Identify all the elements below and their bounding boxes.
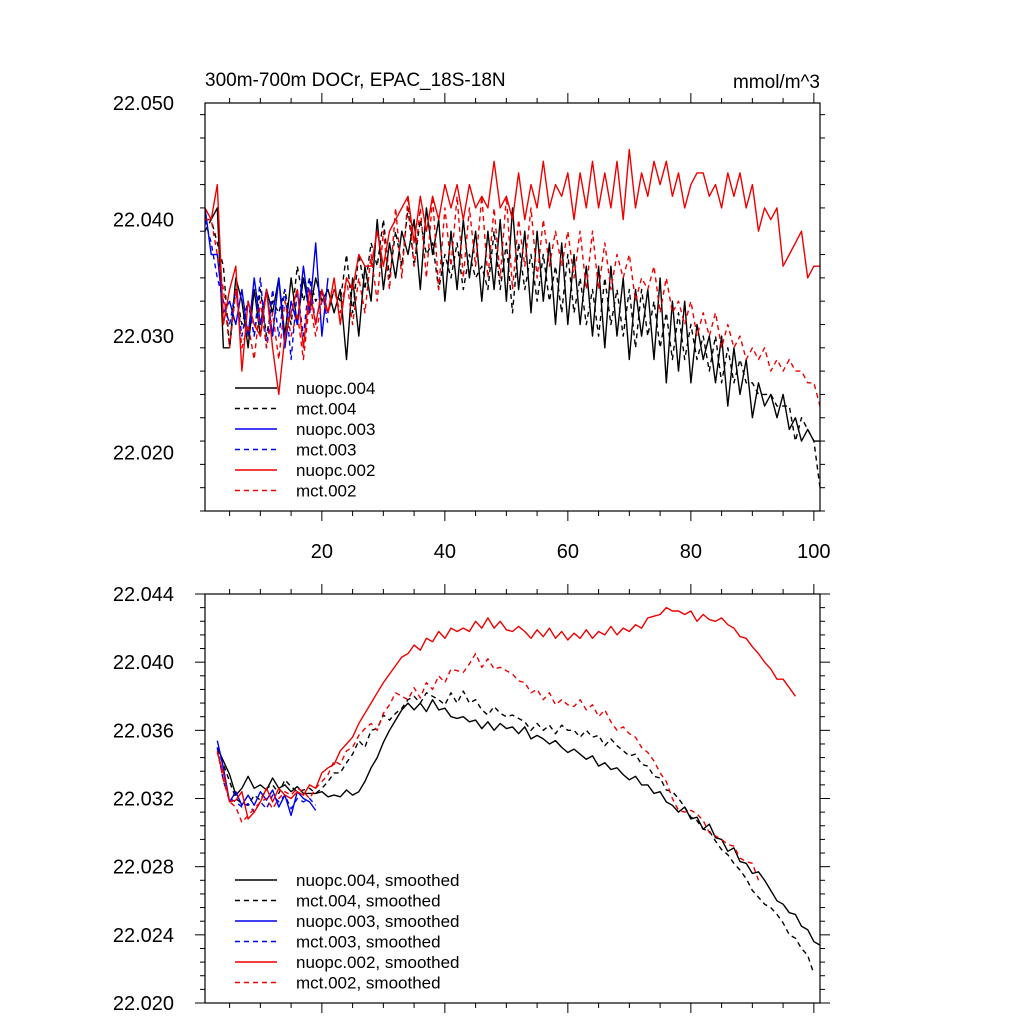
y-tick-label: 22.044 — [113, 584, 174, 606]
top-panel: 300m-700m DOCr, EPAC_18S-18N mmol/m^3 20… — [113, 70, 831, 563]
legend-label: nuopc.003, smoothed — [296, 912, 460, 931]
legend-label: mct.004, smoothed — [296, 892, 441, 911]
y-tick-label: 22.030 — [113, 326, 174, 348]
series-line-mct-003-smoothed — [216, 747, 317, 813]
legend-label: nuopc.003 — [296, 420, 375, 439]
series-line-mct-004 — [205, 207, 820, 488]
x-tick-label: 80 — [680, 541, 702, 563]
legend-label: mct.003, smoothed — [296, 933, 441, 952]
bottom-panel: 22.020 22.024 22.028 22.032 22.036 22.040 22.0… — [113, 584, 830, 1015]
chart-title: 300m-700m DOCr, EPAC_18S-18N — [205, 70, 506, 91]
y-tick-label: 22.020 — [113, 443, 174, 465]
units-label: mmol/m^3 — [733, 72, 820, 93]
series-line-nuopc-003-smoothed — [216, 740, 317, 817]
y-tick-label: 22.024 — [113, 925, 174, 947]
series-group — [216, 606, 820, 975]
series-line-nuopc-002 — [205, 148, 820, 396]
x-tick-label: 40 — [434, 541, 456, 563]
series-group — [205, 148, 820, 488]
y-tick-label: 22.040 — [113, 210, 174, 232]
y-tick-label: 22.028 — [113, 857, 174, 879]
series-line-nuopc-002-smoothed — [216, 606, 796, 820]
legend-label: mct.004 — [296, 400, 356, 419]
legend-label: mct.002 — [296, 482, 356, 501]
series-line-mct-002 — [205, 195, 820, 407]
series-line-nuopc-004-smoothed — [216, 699, 820, 946]
series-line-nuopc-003 — [205, 207, 329, 349]
legend-label: nuopc.002, smoothed — [296, 953, 460, 972]
y-tick-label: 22.040 — [113, 652, 174, 674]
x-tick-label: 60 — [557, 541, 579, 563]
y-tick-label: 22.032 — [113, 789, 174, 811]
x-tick-label: 20 — [311, 541, 333, 563]
y-tick-label: 22.050 — [113, 93, 174, 115]
y-tick-label: 22.020 — [113, 993, 174, 1015]
legend-label: mct.003 — [296, 441, 356, 460]
series-line-mct-004-smoothed — [216, 690, 815, 975]
legend-label: nuopc.004, smoothed — [296, 871, 460, 890]
legend-label: nuopc.002 — [296, 461, 375, 480]
series-line-mct-002-smoothed — [216, 652, 760, 881]
legend-label: nuopc.004 — [296, 379, 375, 398]
y-tick-label: 22.036 — [113, 720, 174, 742]
plot-frame — [204, 102, 821, 512]
legend-label: mct.002, smoothed — [296, 974, 441, 993]
x-tick-label: 100 — [797, 541, 830, 563]
